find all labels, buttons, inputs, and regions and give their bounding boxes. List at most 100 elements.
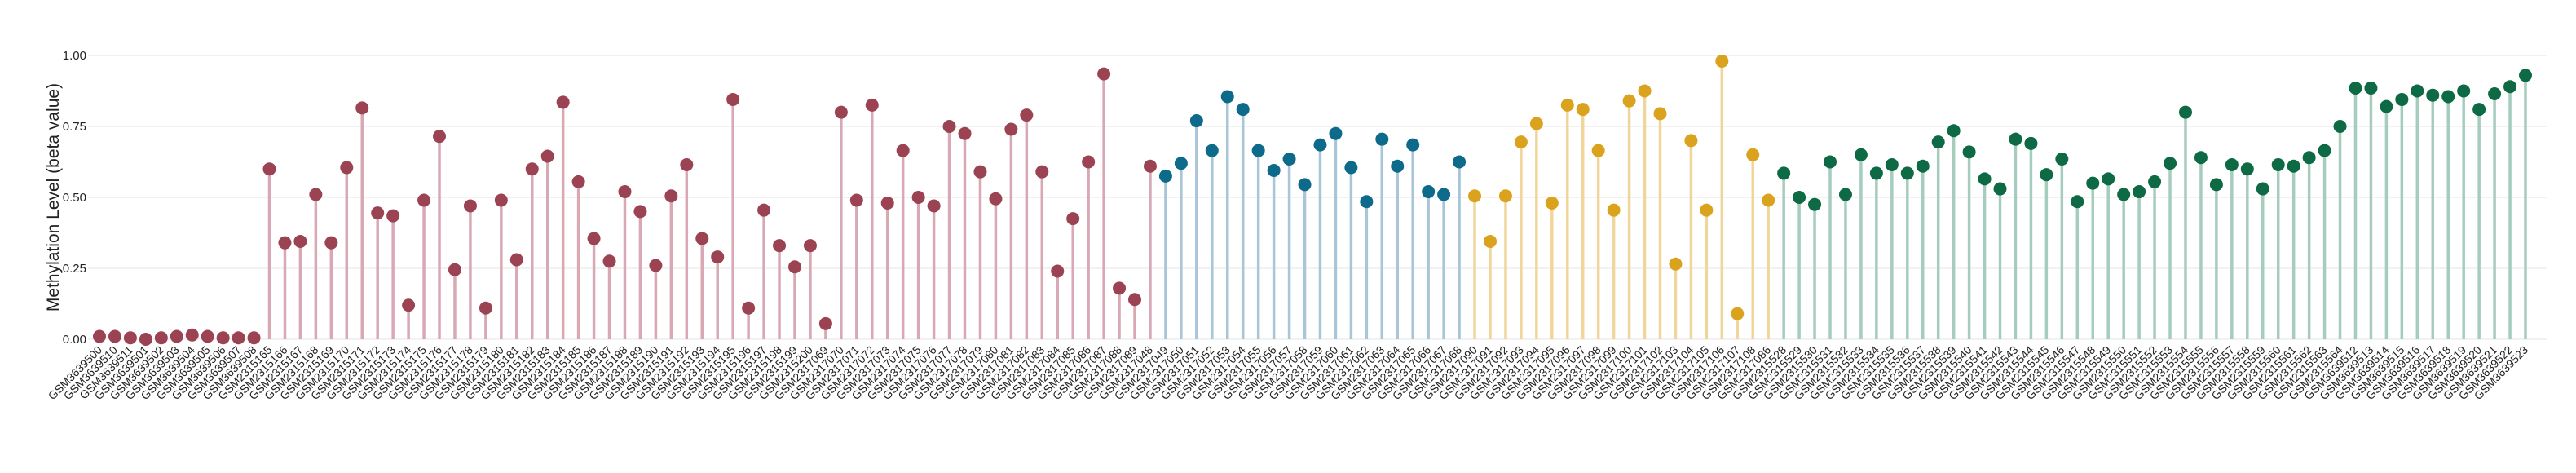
lollipop-dot [2102, 172, 2115, 186]
lollipop-dot [2488, 86, 2502, 100]
lollipop-dot [1483, 234, 1497, 248]
lollipop-dot [1854, 148, 1868, 161]
lollipop-dot [201, 329, 214, 343]
lollipop-dot [1143, 159, 1157, 173]
lollipop-dot [2457, 84, 2471, 98]
lollipop-dot [849, 193, 863, 207]
lollipop-dot [1715, 54, 1729, 68]
lollipop-dot [1746, 148, 1760, 161]
lollipop-dot [1824, 155, 1837, 169]
lollipop-dot [108, 329, 121, 343]
y-tick-label: 1.00 [63, 49, 86, 63]
lollipop-dot [1916, 159, 1930, 173]
lollipop-dot [1344, 161, 1358, 175]
lollipop-dot [680, 157, 694, 171]
lollipop-dot [989, 192, 1003, 206]
lollipop-dot [1576, 103, 1590, 117]
lollipop-dot [1638, 84, 1652, 98]
lollipop-dot [1607, 203, 1621, 217]
lollipop-dot [1391, 159, 1405, 173]
y-axis-ticks: 0.00 0.25 0.50 0.75 1.00 [63, 49, 86, 347]
lollipop-dot [927, 199, 941, 213]
lollipop-dot [1375, 132, 1389, 146]
lollipop-dot [834, 105, 848, 119]
lollipop-dot [1220, 90, 1234, 104]
lollipop-dot [2133, 185, 2146, 199]
lollipop-dot [2441, 90, 2455, 104]
lollipop-dot [1113, 281, 1127, 295]
lollipop-dot [2519, 69, 2532, 82]
lollipop-dot [417, 193, 431, 207]
lollipop-dot [1669, 257, 1683, 271]
lollipop-dot [139, 333, 152, 346]
lollipop-dot [2209, 178, 2223, 192]
lollipop-dot [1762, 193, 1775, 207]
lollipop-dot [2086, 176, 2100, 190]
lollipop-dot [757, 203, 771, 217]
lollipop-dot [1560, 98, 1574, 112]
lollipop-dot [571, 175, 585, 188]
lollipop-dot [170, 329, 183, 343]
lollipop-dot [2426, 88, 2440, 102]
lollipop-dot [787, 260, 801, 274]
lollipop-dot [1051, 264, 1065, 278]
lollipop-dot [2318, 144, 2331, 157]
lollipop-dot [1251, 144, 1265, 157]
lollipop-dot [2256, 182, 2269, 196]
lollipop-dot [2287, 159, 2300, 173]
y-tick-label: 0.50 [63, 191, 86, 205]
lollipop-dot [803, 239, 817, 253]
lollipop-dot [726, 92, 740, 106]
lollipop-dot [742, 301, 756, 315]
lollipop-dot [1731, 307, 1745, 320]
lollipop-dot [278, 236, 292, 250]
lollipop-dot [1066, 212, 1080, 226]
lollipop-dot [93, 329, 106, 343]
lollipop-dot [1700, 203, 1714, 217]
lollipop-dot [2194, 151, 2208, 165]
lollipop-dot [1900, 166, 1914, 180]
y-tick-label: 0.75 [63, 120, 86, 134]
lollipop-dot [371, 206, 385, 220]
lollipop-dot [1468, 189, 1482, 203]
lollipop-dot [1838, 188, 1852, 201]
lollipop-dot [216, 331, 230, 345]
lollipop-dot [1947, 124, 1961, 138]
lollipop-dot [1885, 157, 1899, 171]
lollipop-dot [2148, 175, 2162, 188]
lollipop-dot [185, 328, 199, 342]
lollipop-dot [2240, 162, 2254, 176]
lollipop-dot [448, 263, 461, 276]
lollipop-dot [463, 199, 477, 213]
lollipop-dot [1869, 166, 1883, 180]
lollipop-dot [1591, 144, 1605, 157]
lollipop-dot [1545, 196, 1559, 210]
lollipop-dot [1329, 126, 1343, 140]
lollipop-dot [942, 120, 956, 133]
lollipop-dot [232, 331, 245, 345]
lollipop-dot [293, 234, 307, 248]
lollipop-dot [494, 193, 508, 207]
lollipop-dot [1189, 114, 1203, 128]
lollipop-dot [479, 301, 492, 315]
lollipop-dot [865, 98, 879, 112]
lollipop-dot [386, 209, 400, 223]
lollipop-dot [2395, 92, 2409, 106]
lollipop-dot [2333, 120, 2347, 133]
lollipop-dot [2164, 157, 2177, 170]
y-axis-label: Methylation Level (beta value) [44, 83, 63, 312]
lollipop-dot [540, 149, 554, 163]
lollipop-dot [1684, 134, 1698, 148]
lollipop-dot [2364, 82, 2378, 95]
lollipop-dot [262, 162, 276, 176]
lollipop-dot [695, 232, 709, 245]
lollipop-dot [1282, 153, 1296, 166]
lollipop-dot [1035, 165, 1049, 179]
lollipop-dot [1313, 138, 1327, 152]
lollipop-dot [1498, 189, 1512, 203]
lollipop-dot [556, 95, 570, 109]
lollipop-dot [1453, 155, 1467, 169]
x-axis-ticks: GSM3639500GSM3639510GSM3639511GSM3639501… [46, 343, 2531, 403]
lollipop-dot [2117, 188, 2131, 201]
